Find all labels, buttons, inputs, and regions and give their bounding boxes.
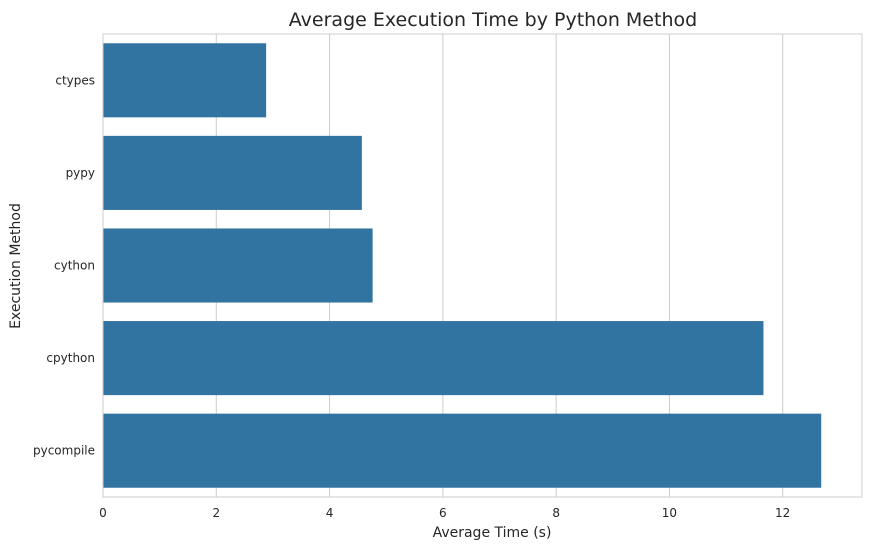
bar-cpython xyxy=(103,321,764,396)
y-tick-label: pycompile xyxy=(33,444,95,458)
chart-title: Average Execution Time by Python Method xyxy=(289,9,697,31)
bar-cython xyxy=(103,228,373,303)
x-tick-label: 10 xyxy=(662,506,677,520)
bars xyxy=(103,43,822,488)
y-tick-label: cython xyxy=(54,259,95,273)
x-tick-label: 2 xyxy=(212,506,220,520)
x-tick-label: 12 xyxy=(775,506,790,520)
bar-ctypes xyxy=(103,43,267,118)
x-tick-label: 0 xyxy=(99,506,107,520)
x-axis-ticks: 0 2 4 6 8 10 12 xyxy=(99,506,790,520)
x-axis-label: Average Time (s) xyxy=(433,525,552,541)
y-tick-label: cpython xyxy=(46,351,95,365)
bar-pypy xyxy=(103,135,362,210)
y-axis-ticks: ctypes pypy cython cpython pycompile xyxy=(33,73,95,457)
bar-pycompile xyxy=(103,413,822,488)
y-axis-label: Execution Method xyxy=(8,203,24,329)
y-tick-label: pypy xyxy=(66,166,95,180)
x-tick-label: 8 xyxy=(552,506,560,520)
y-tick-label: ctypes xyxy=(55,73,95,87)
plot-frame xyxy=(102,33,863,498)
x-tick-label: 4 xyxy=(326,506,334,520)
x-tick-label: 6 xyxy=(439,506,447,520)
